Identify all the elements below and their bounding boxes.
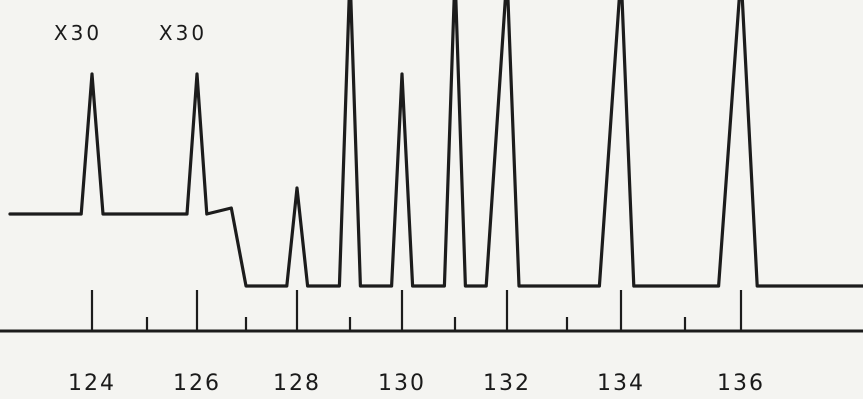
peak-scale-annotation: X30 — [54, 21, 102, 45]
spectrum-trace-line — [8, 0, 863, 288]
peak-scale-annotation: X30 — [159, 21, 207, 45]
spectrum-trace-layer — [8, 0, 863, 288]
x-tick-label: 124 — [68, 371, 116, 396]
x-tick-label: 126 — [173, 371, 221, 396]
x-tick-label: 132 — [483, 371, 531, 396]
annotation-layer: X30 X30 — [54, 21, 207, 45]
x-axis-tick-labels: 124 126 128 130 132 134 136 — [68, 371, 765, 396]
x-axis-ticks — [90, 290, 743, 331]
x-tick-label: 134 — [597, 371, 645, 396]
x-tick-label: 128 — [273, 371, 321, 396]
x-tick-label: 136 — [717, 371, 765, 396]
x-tick-label: 130 — [378, 371, 426, 396]
